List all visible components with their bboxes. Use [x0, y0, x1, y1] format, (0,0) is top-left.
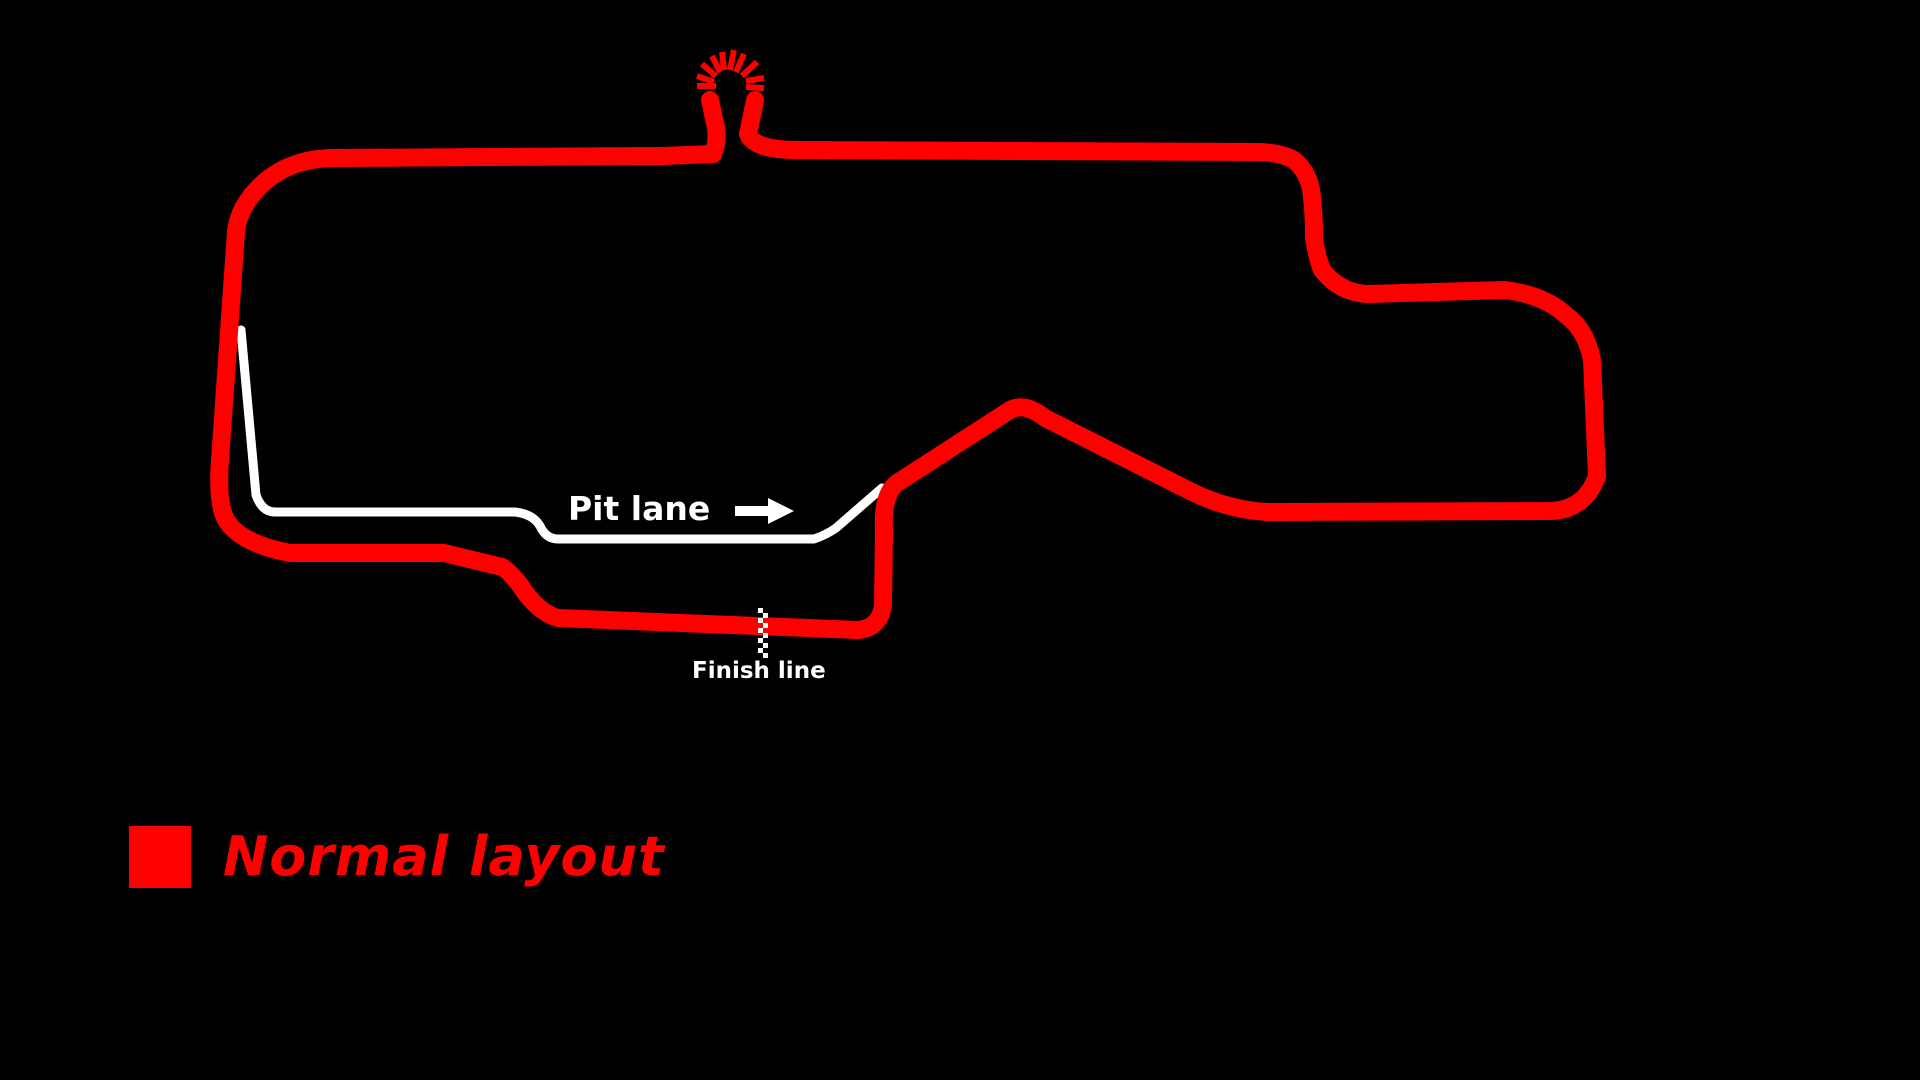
- pit-lane-path: [236, 325, 887, 544]
- legend-label-normal-layout: Normal layout: [223, 825, 665, 888]
- track-hairpin-left: [701, 91, 726, 163]
- pit-lane-label: Pit lane: [568, 489, 711, 528]
- track-path: [210, 91, 1606, 639]
- corner-marker-icon: [696, 49, 765, 91]
- checkered-line-icon: [758, 608, 768, 658]
- right-arrow-icon: [735, 498, 794, 524]
- legend-swatch-normal-layout: [129, 826, 191, 888]
- finish-line-label: Finish line: [692, 658, 826, 684]
